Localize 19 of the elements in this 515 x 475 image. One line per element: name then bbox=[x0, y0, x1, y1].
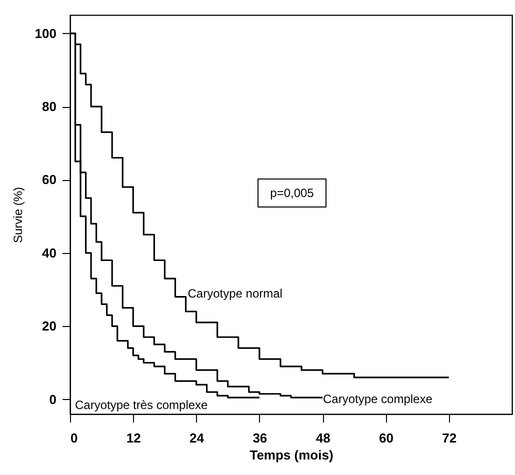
x-axis-title: Temps (mois) bbox=[250, 448, 334, 462]
annotation: Caryotype normal bbox=[188, 286, 282, 301]
x-tick-label: 60 bbox=[378, 430, 394, 446]
y-tick-label: 60 bbox=[42, 172, 56, 188]
y-axis-title: Survie (%) bbox=[10, 186, 25, 244]
annotation: Caryotype complexe bbox=[323, 392, 433, 406]
x-tick-label: 36 bbox=[252, 430, 268, 446]
y-tick-label: 40 bbox=[42, 245, 56, 260]
x-tick-label: 48 bbox=[316, 430, 330, 446]
x-tick-label: 0 bbox=[70, 430, 78, 446]
x-tick-label: 24 bbox=[190, 430, 205, 446]
annotation: p=0,005 bbox=[270, 186, 314, 200]
x-tick-label: 12 bbox=[126, 430, 141, 446]
y-tick-label: 0 bbox=[49, 392, 56, 407]
annotation: Caryotype très complexe bbox=[75, 398, 208, 412]
x-tick-label: 72 bbox=[442, 430, 457, 446]
y-tick-label: 80 bbox=[42, 99, 56, 114]
y-tick-label: 100 bbox=[34, 26, 56, 41]
y-tick-label: 20 bbox=[42, 318, 56, 334]
